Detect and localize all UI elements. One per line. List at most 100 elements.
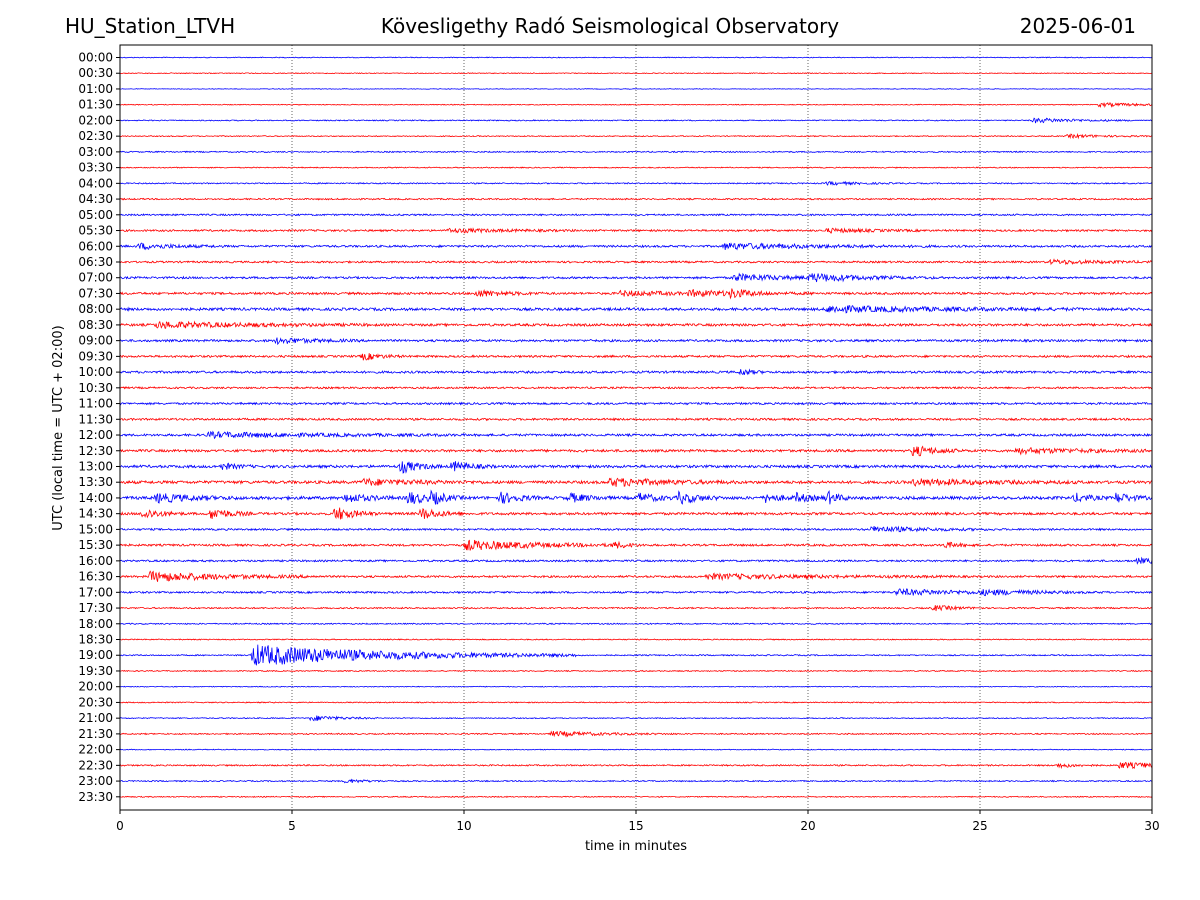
y-tick-label: 04:00	[78, 176, 113, 190]
trace-row-2000	[119, 685, 1153, 688]
y-tick-label: 02:00	[78, 113, 113, 127]
trace-row-0500	[119, 213, 1153, 217]
trace-row-0430	[119, 197, 1153, 201]
trace-row-0300	[119, 150, 1153, 154]
trace-row-0530	[119, 227, 1153, 234]
y-tick-label: 08:30	[78, 318, 113, 332]
y-tick-label: 01:00	[78, 82, 113, 96]
y-tick-label: 10:00	[78, 365, 113, 379]
trace-row-1300	[120, 461, 1153, 474]
y-tick-label: 03:00	[78, 145, 113, 159]
trace-row-2330	[119, 795, 1153, 798]
trace-row-1830	[119, 638, 1153, 641]
y-tick-label: 17:00	[78, 585, 113, 599]
y-tick-label: 23:30	[78, 790, 113, 804]
y-tick-label: 00:00	[78, 51, 113, 65]
y-tick-label: 03:30	[78, 161, 113, 175]
trace-row-1230	[119, 445, 1153, 457]
trace-row-1630	[119, 570, 1153, 582]
y-tick-label: 05:00	[78, 208, 113, 222]
trace-layer	[119, 56, 1153, 798]
y-tick-label: 19:30	[78, 664, 113, 678]
y-tick-label: 13:30	[78, 475, 113, 489]
trace-row-0600	[119, 242, 1153, 251]
trace-row-1600	[119, 556, 1153, 565]
y-tick-label: 06:00	[78, 239, 113, 253]
y-tick-label: 18:30	[78, 633, 113, 647]
y-tick-label: 09:30	[78, 349, 113, 363]
trace-row-0730	[119, 288, 1153, 300]
trace-row-2030	[119, 701, 1153, 704]
y-tick-label: 12:30	[78, 444, 113, 458]
trace-row-0130	[119, 101, 1153, 109]
y-tick-label: 01:30	[78, 98, 113, 112]
y-tick-label: 18:00	[78, 617, 113, 631]
y-tick-label: 09:00	[78, 334, 113, 348]
trace-row-0030	[119, 72, 1153, 75]
trace-row-1130	[119, 417, 1153, 422]
y-tick-label: 22:00	[78, 743, 113, 757]
trace-row-0830	[119, 320, 1153, 329]
x-tick-label: 15	[628, 819, 643, 833]
y-axis-label: UTC (local time = UTC + 02:00)	[51, 325, 66, 530]
y-tick-label: 05:30	[78, 224, 113, 238]
y-tick-label: 21:30	[78, 727, 113, 741]
trace-row-0630	[119, 258, 1153, 266]
x-tick-label: 0	[116, 819, 124, 833]
trace-row-1100	[119, 401, 1153, 406]
grid-layer	[291, 45, 981, 810]
trace-row-0200	[119, 117, 1153, 124]
y-tick-label: 20:00	[78, 680, 113, 694]
y-tick-label: 21:00	[78, 711, 113, 725]
y-tick-label: 04:30	[78, 192, 113, 206]
trace-row-0000	[119, 56, 1152, 59]
y-tick-label: 22:30	[78, 758, 113, 772]
trace-row-0230	[119, 132, 1153, 140]
trace-row-0400	[119, 180, 1153, 187]
y-tick-label: 14:00	[78, 491, 113, 505]
y-tick-label: 06:30	[78, 255, 113, 269]
trace-row-1900	[119, 644, 1153, 666]
trace-row-1000	[119, 368, 1153, 376]
trace-row-1930	[119, 669, 1153, 673]
trace-row-2200	[119, 748, 1153, 751]
trace-row-1800	[119, 622, 1153, 626]
x-tick-label: 5	[288, 819, 296, 833]
trace-row-1730	[119, 605, 1153, 612]
y-tick-label: 11:30	[78, 412, 113, 426]
y-tick-label: 07:30	[78, 286, 113, 300]
trace-row-1530	[119, 539, 1153, 551]
trace-row-1030	[119, 385, 1153, 390]
y-tick-label: 15:00	[78, 522, 113, 536]
trace-row-0330	[119, 166, 1153, 169]
station-name: HU_Station_LTVH	[65, 14, 236, 38]
chart-title: Kövesligethy Radó Seismological Observat…	[380, 14, 840, 38]
y-tick-label: 17:30	[78, 601, 113, 615]
x-tick-label: 10	[456, 819, 471, 833]
x-tick-label: 25	[972, 819, 987, 833]
trace-row-1330	[119, 477, 1153, 487]
y-tick-label: 19:00	[78, 648, 113, 662]
trace-row-0800	[119, 305, 1152, 314]
y-tick-label: 15:30	[78, 538, 113, 552]
y-tick-label: 11:00	[78, 397, 113, 411]
trace-row-2300	[119, 778, 1152, 784]
y-tick-label: 10:30	[78, 381, 113, 395]
y-tick-label: 23:00	[78, 774, 113, 788]
y-tick-label: 00:30	[78, 66, 113, 80]
y-tick-label: 16:00	[78, 554, 113, 568]
trace-row-0930	[119, 353, 1153, 361]
trace-row-0700	[119, 272, 1153, 283]
y-tick-label: 16:30	[78, 570, 113, 584]
y-tick-label: 07:00	[78, 271, 113, 285]
trace-row-2100	[119, 715, 1153, 722]
y-tick-label: 12:00	[78, 428, 113, 442]
x-axis-label: time in minutes	[585, 839, 687, 854]
x-tick-label: 20	[800, 819, 815, 833]
trace-row-0900	[119, 337, 1153, 346]
y-tick-label: 20:30	[78, 695, 113, 709]
y-tick-label: 08:00	[78, 302, 113, 316]
trace-row-1500	[119, 525, 1153, 533]
